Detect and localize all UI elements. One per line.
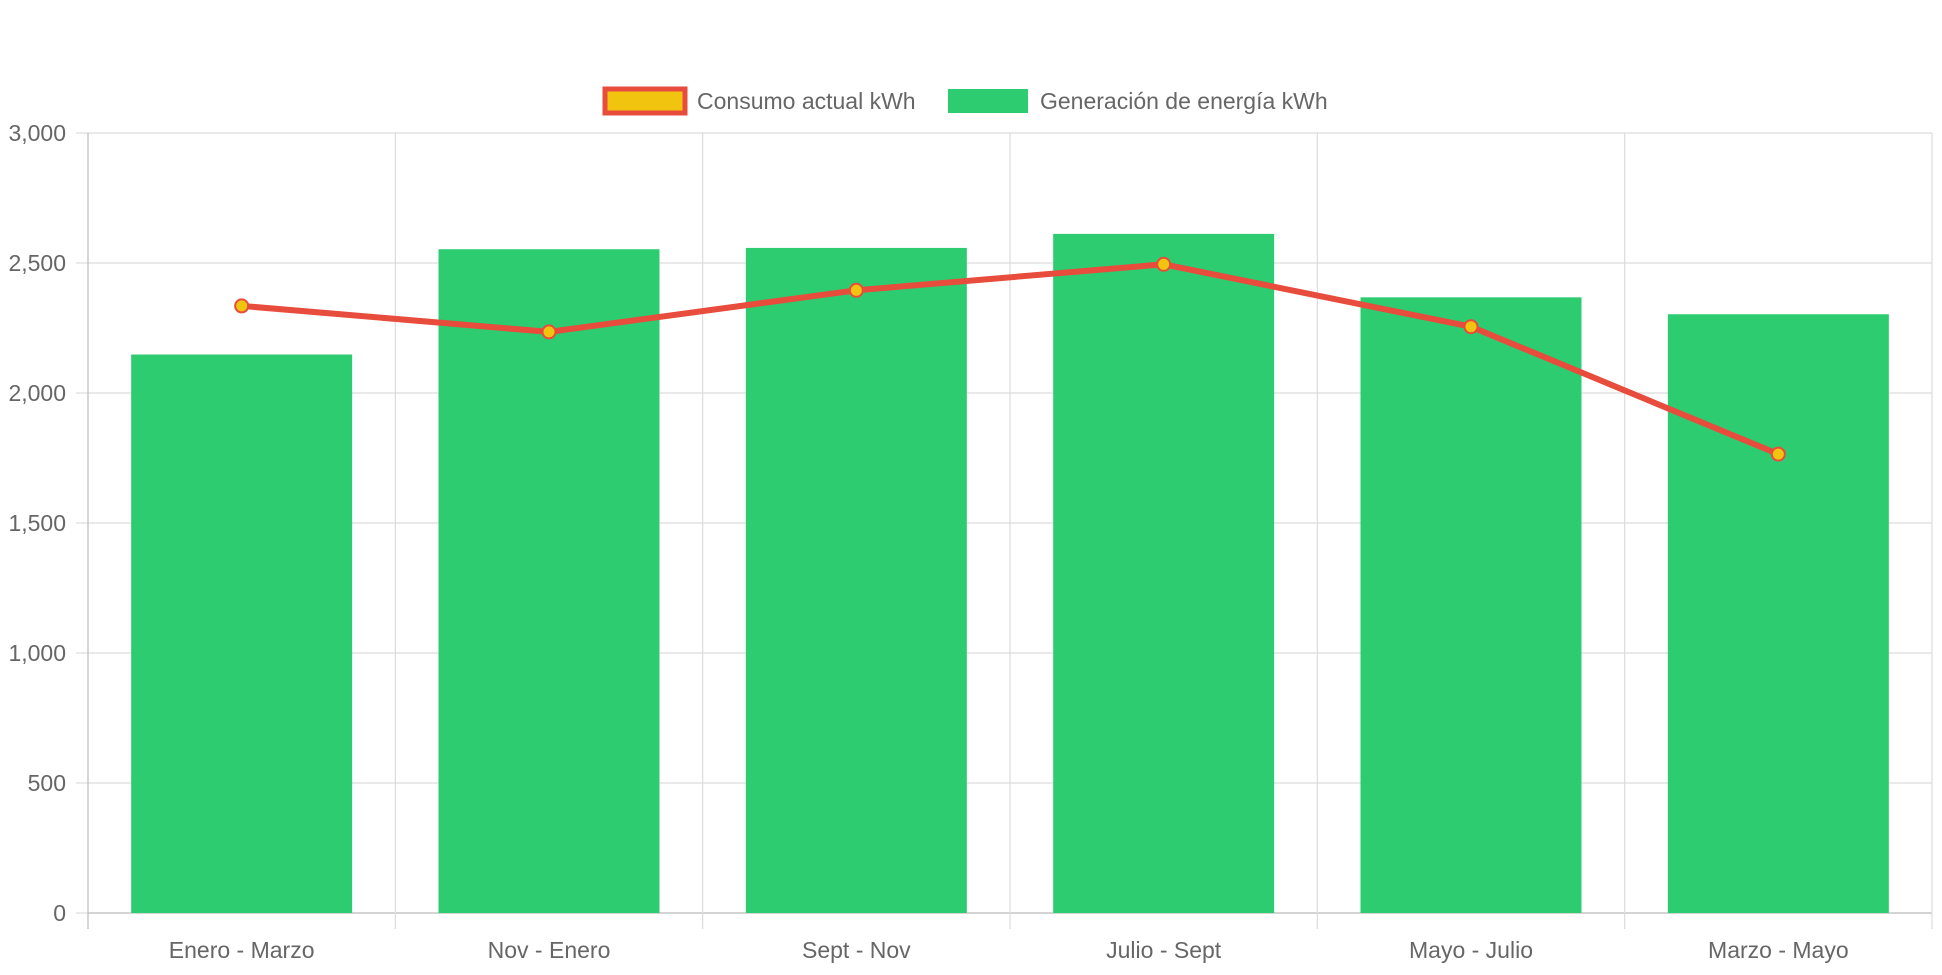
x-tick-label: Nov - Enero [488,937,611,963]
bar[interactable] [1667,314,1889,914]
y-tick-label: 2,500 [8,250,66,276]
grid [76,132,1933,929]
line-series [234,256,1786,462]
legend-label-consumo: Consumo actual kWh [697,88,916,114]
line-point[interactable] [234,298,250,314]
y-tick-label: 0 [53,900,66,926]
y-tick-label: 3,000 [8,120,66,146]
line-point[interactable] [1463,319,1479,335]
consumption-line [241,261,1780,457]
bar[interactable] [438,249,660,914]
legend[interactable]: Consumo actual kWh Generación de energía … [602,86,1328,116]
line-point[interactable] [1156,256,1172,272]
y-tick-label: 500 [28,770,66,796]
bar[interactable] [1360,297,1582,913]
x-tick-label: Enero - Marzo [169,937,315,963]
y-tick-label: 2,000 [8,380,66,406]
x-tick-label: Julio - Sept [1106,937,1222,963]
legend-item-consumo[interactable]: Consumo actual kWh [602,86,916,116]
y-tick-label: 1,000 [8,640,66,666]
bar[interactable] [131,354,353,913]
bar-series [131,233,1889,914]
x-tick-label: Mayo - Julio [1409,937,1533,963]
legend-swatch-consumo [602,86,688,116]
line-point[interactable] [541,324,557,340]
x-tick-label: Sept - Nov [802,937,911,963]
axes: 0 500 1,000 1,500 2,000 2,500 3,000 Enero - Mar… [8,120,1848,963]
line-point[interactable] [848,282,864,298]
x-tick-label: Marzo - Mayo [1708,937,1849,963]
bar[interactable] [1053,233,1275,913]
line-point[interactable] [1770,446,1786,462]
legend-label-generacion: Generación de energía kWh [1040,88,1328,114]
legend-swatch-generacion [948,89,1028,113]
bar[interactable] [745,247,967,914]
y-tick-label: 1,500 [8,510,66,536]
legend-item-generacion[interactable]: Generación de energía kWh [948,88,1328,114]
